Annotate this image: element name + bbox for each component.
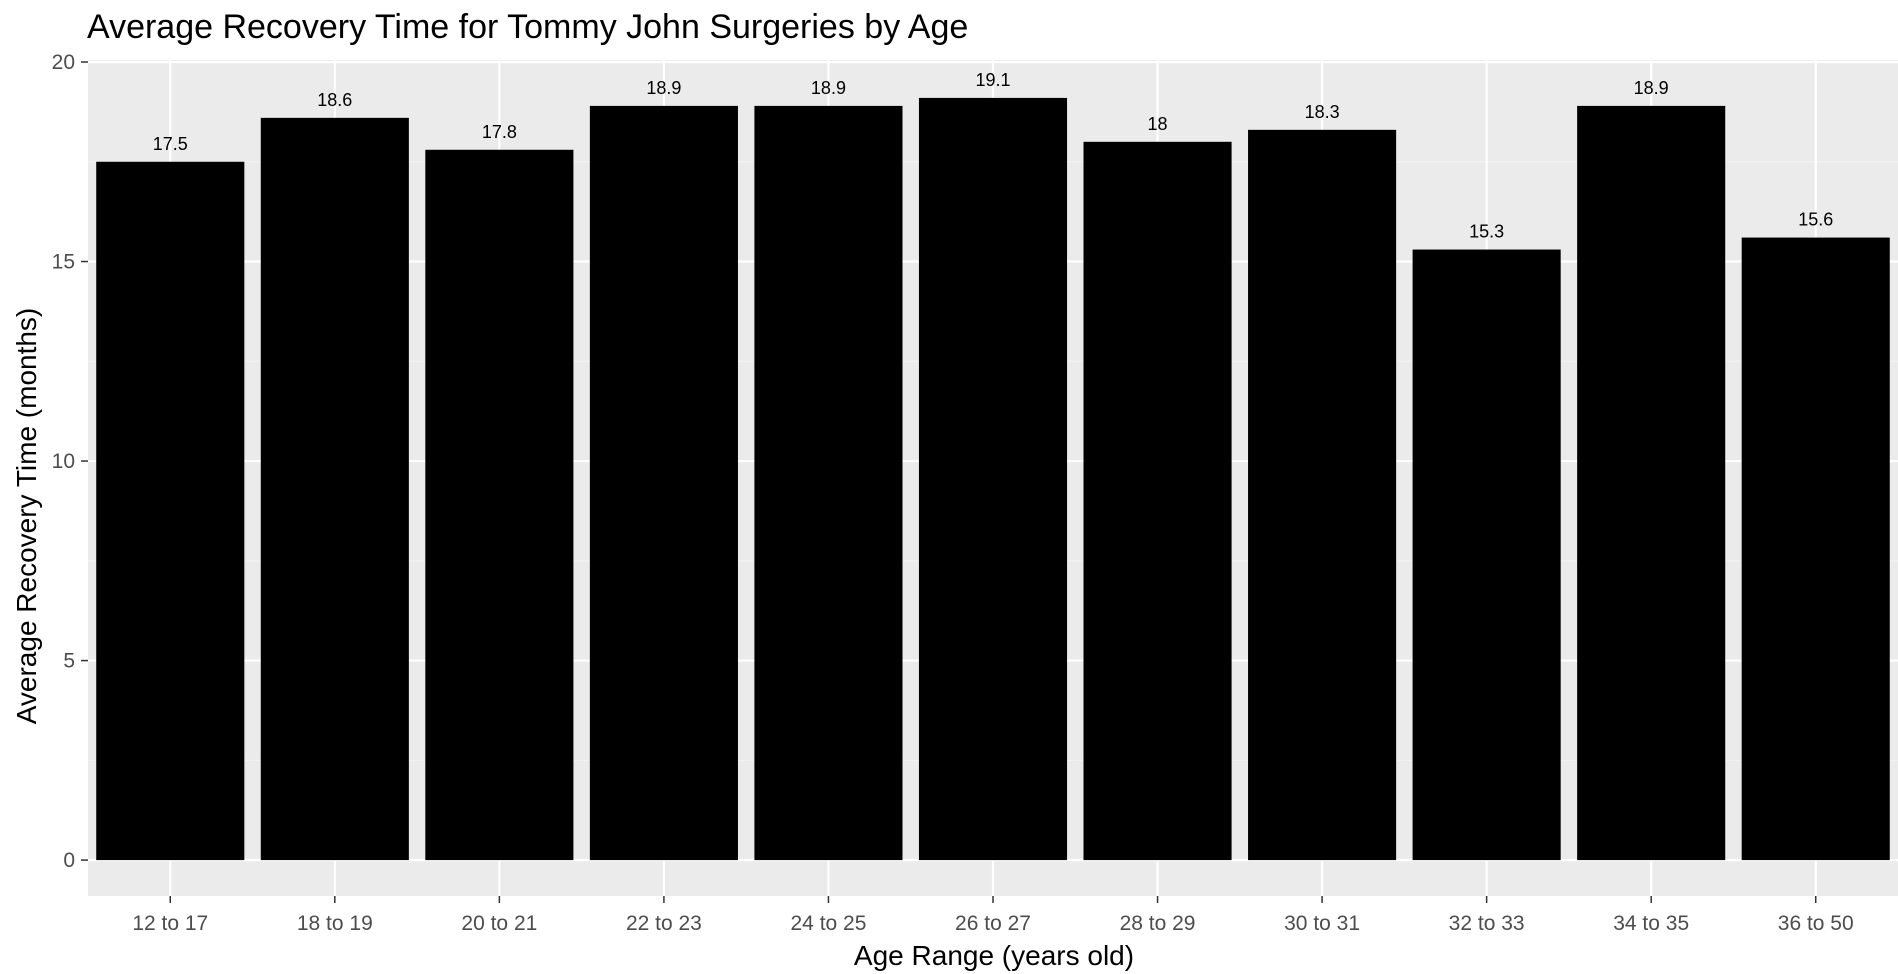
x-tick-label: 26 to 27	[955, 912, 1031, 935]
x-tick-label: 18 to 19	[297, 912, 373, 935]
y-tick-label: 10	[52, 450, 75, 473]
data-label: 19.1	[975, 70, 1010, 90]
y-tick-label: 0	[63, 849, 75, 872]
data-label: 18.9	[811, 78, 846, 98]
bar	[1412, 249, 1561, 861]
y-tick-label: 5	[63, 650, 75, 673]
x-tick-label: 20 to 21	[461, 912, 537, 935]
bars	[96, 97, 1890, 861]
bar	[754, 105, 903, 861]
bar	[425, 149, 574, 861]
y-axis-title: Average Recovery Time (months)	[11, 308, 42, 725]
x-tick-label: 36 to 50	[1778, 912, 1854, 935]
data-label: 18.3	[1305, 102, 1340, 122]
y-tick-label: 15	[52, 251, 75, 274]
y-axis: 0 5 10 15 20	[52, 51, 88, 872]
data-label: 18.9	[1634, 78, 1669, 98]
data-label: 15.6	[1798, 210, 1833, 230]
x-tick-label: 12 to 17	[132, 912, 208, 935]
bar	[1577, 105, 1726, 861]
x-axis-title: Age Range (years old)	[854, 940, 1134, 971]
data-label: 15.3	[1469, 222, 1504, 242]
chart-title: Average Recovery Time for Tommy John Sur…	[87, 8, 968, 46]
bar	[918, 97, 1068, 861]
x-axis: 12 to 17 18 to 19 20 to 21 22 to 23 24 to 25…	[132, 896, 1854, 935]
bar	[589, 105, 738, 861]
data-label: 18.6	[317, 90, 352, 110]
data-label: 18	[1148, 114, 1168, 134]
data-label: 17.8	[482, 122, 517, 142]
x-tick-label: 34 to 35	[1613, 912, 1689, 935]
bar	[260, 117, 409, 861]
y-tick-label: 20	[52, 51, 75, 74]
x-tick-label: 32 to 33	[1449, 912, 1525, 935]
data-labels: 17.5 18.6 17.8 18.9 18.9 19.1 18 18.3 15.3 18.9 15…	[153, 70, 1834, 242]
x-tick-label: 30 to 31	[1284, 912, 1360, 935]
data-label: 18.9	[646, 78, 681, 98]
data-label: 17.5	[153, 134, 188, 154]
x-tick-label: 28 to 29	[1120, 912, 1196, 935]
bar	[1741, 237, 1890, 861]
bar	[1248, 129, 1397, 861]
x-tick-label: 22 to 23	[626, 912, 702, 935]
bar	[1083, 141, 1232, 861]
x-tick-label: 24 to 25	[791, 912, 867, 935]
bar	[96, 161, 245, 861]
